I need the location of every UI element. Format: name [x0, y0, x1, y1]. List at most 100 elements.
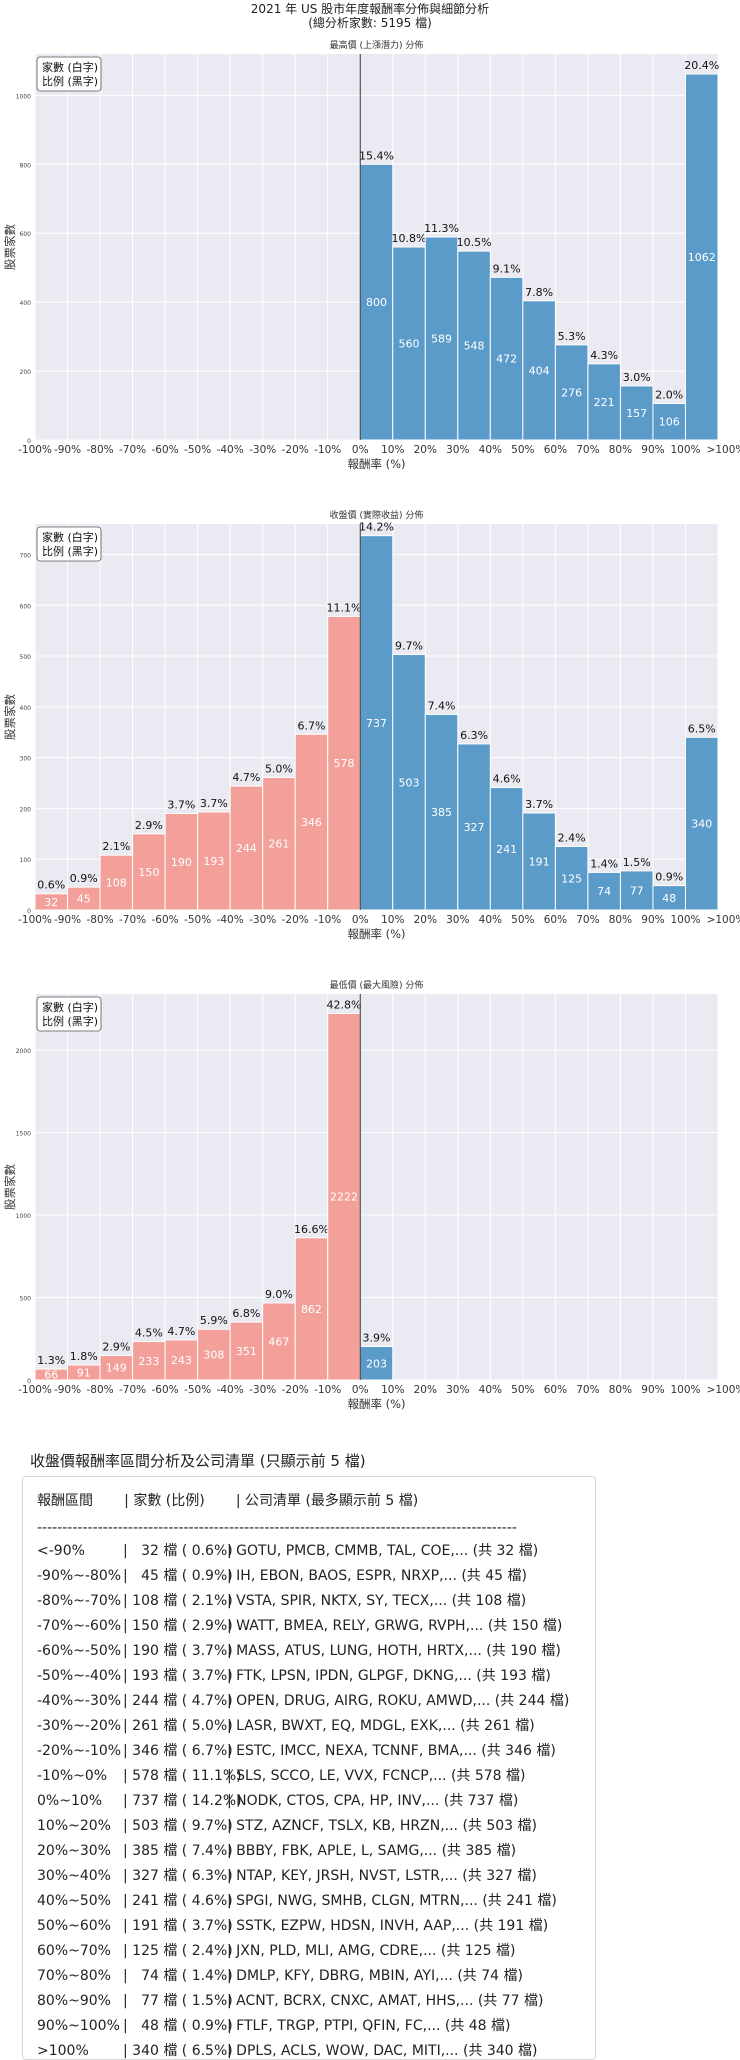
y-tick-label: 1000: [16, 1213, 31, 1220]
chart-title: 收盤價 (實際收益) 分佈: [330, 510, 424, 521]
bar-count-label: 149: [106, 1362, 127, 1375]
bar-count-label: 157: [626, 407, 647, 420]
table-cell-list: | ACNT, BCRX, CNXC, AMAT, HHS,... (共 77 …: [227, 1993, 544, 2009]
table-row: -20%~-10% | 346 檔 ( 6.7%)| ESTC, IMCC, NE…: [37, 1739, 569, 1764]
bar-count-label: 190: [171, 856, 192, 869]
x-tick-label: -50%: [184, 444, 211, 456]
x-tick-label: >100%: [707, 444, 740, 456]
bar-percent-label: 4.5%: [135, 1327, 163, 1340]
bar: [619, 870, 654, 911]
bar-percent-label: 4.3%: [590, 349, 618, 362]
bar-percent-label: 0.9%: [70, 872, 98, 885]
y-axis-label: 股票家數: [3, 694, 17, 740]
x-tick-label: -40%: [217, 1384, 244, 1396]
bar-count-label: 233: [138, 1355, 159, 1368]
bar-count-label: 351: [236, 1345, 257, 1358]
table-cell-count: | 244 檔 ( 4.7%): [123, 1693, 233, 1709]
bar-count-label: 327: [464, 821, 485, 834]
bar: [99, 854, 134, 911]
x-tick-label: -100%: [18, 914, 52, 926]
table-cell-range: >100%: [37, 2043, 89, 2059]
y-tick-label: 600: [20, 231, 32, 238]
bar-percent-label: 1.8%: [70, 1350, 98, 1363]
bar-percent-label: 1.3%: [37, 1354, 65, 1367]
plot-area: [35, 994, 718, 1380]
bar: [424, 713, 459, 911]
bar-percent-label: 9.7%: [395, 640, 423, 653]
table-cell-list: | SSTK, EZPW, HDSN, INVH, AAP,... (共 191…: [227, 1918, 549, 1934]
bar-count-label: 221: [594, 396, 615, 409]
bar-percent-label: 3.0%: [623, 371, 651, 384]
x-tick-label: -40%: [217, 444, 244, 456]
y-tick-label: 500: [20, 1296, 32, 1303]
table-cell-count: | 327 檔 ( 6.3%): [123, 1868, 233, 1884]
bar-percent-label: 2.1%: [102, 840, 130, 853]
table-row: 20%~30% | 385 檔 ( 7.4%)| BBBY, FBK, APLE,…: [37, 1839, 569, 1864]
y-tick-label: 200: [20, 806, 32, 813]
table-row: 0%~10% | 737 檔 ( 14.2%)| NODK, CTOS, CPA,…: [37, 1789, 569, 1814]
x-tick-label: -90%: [54, 1384, 81, 1396]
bar-count-label: 340: [691, 818, 712, 831]
table-row: 30%~40% | 327 檔 ( 6.3%)| NTAP, KEY, JRSH,…: [37, 1864, 569, 1889]
table-cell-count: | 108 檔 ( 2.1%): [123, 1593, 233, 1609]
bar-percent-label: 14.2%: [359, 521, 394, 534]
x-tick-label: -60%: [152, 914, 179, 926]
table-body: <-90% | 32 檔 ( 0.6%)| GOTU, PMCB, CMMB, T…: [37, 1539, 569, 2059]
y-tick-label: 0: [27, 438, 31, 445]
bar-percent-label: 11.3%: [424, 222, 459, 235]
table-row: <-90% | 32 檔 ( 0.6%)| GOTU, PMCB, CMMB, T…: [37, 1539, 569, 1564]
x-tick-label: 90%: [641, 1384, 664, 1396]
table-cell-list: | DPLS, ACLS, WOW, DAC, MITI,... (共 340 …: [227, 2043, 538, 2059]
bar: [359, 163, 394, 441]
table-cell-list: | FTK, LPSN, IPDN, GLPGF, DKNG,... (共 19…: [227, 1668, 551, 1684]
x-tick-label: 90%: [641, 444, 664, 456]
table-cell-range: 40%~50%: [37, 1893, 111, 1909]
bar-percent-label: 1.4%: [590, 857, 618, 870]
table-cell-range: 20%~30%: [37, 1843, 111, 1859]
y-tick-label: 300: [20, 756, 32, 763]
x-tick-label: 40%: [479, 444, 502, 456]
bar-percent-label: 7.8%: [525, 286, 553, 299]
x-tick-label: 20%: [414, 444, 437, 456]
bar-count-label: 385: [431, 806, 452, 819]
x-tick-label: -70%: [119, 444, 146, 456]
figure-title: 2021 年 US 股市年度報酬率分佈與細節分析 (總分析家數: 5195 檔): [0, 2, 740, 30]
table-cell-range: -50%~-40%: [37, 1668, 122, 1684]
x-tick-label: 10%: [381, 914, 404, 926]
table-row: -40%~-30% | 244 檔 ( 4.7%)| OPEN, DRUG, AI…: [37, 1689, 569, 1714]
bar: [554, 846, 589, 911]
x-tick-label: 30%: [446, 914, 469, 926]
table-cell-list: | VSTA, SPIR, NKTX, SY, TECX,... (共 108 …: [227, 1593, 527, 1609]
bar-count-label: 548: [464, 340, 485, 353]
bar-count-label: 32: [44, 896, 58, 909]
bar-percent-label: 2.9%: [102, 1340, 130, 1353]
chart-close-price: 收盤價 (實際收益) 分佈 32 0.6% 45 0.9% 108 2.1% 150 2.9% 1…: [3, 510, 740, 941]
x-tick-label: 40%: [479, 1384, 502, 1396]
bar-count-label: 244: [236, 842, 257, 855]
y-tick-label: 100: [20, 857, 32, 864]
x-tick-label: -10%: [314, 1384, 341, 1396]
y-axis-label: 股票家數: [3, 224, 17, 270]
table-header: 報酬區間 | 家數 (比例) | 公司清單 (最多顯示前 5 檔): [37, 1493, 419, 1509]
x-tick-label: 10%: [381, 1384, 404, 1396]
figure-title-line1: 2021 年 US 股市年度報酬率分佈與細節分析: [250, 2, 490, 16]
table-row: 50%~60% | 191 檔 ( 3.7%)| SSTK, EZPW, HDSN…: [37, 1914, 569, 1939]
x-tick-label: -50%: [184, 914, 211, 926]
x-tick-label: 10%: [381, 444, 404, 456]
bar: [652, 402, 686, 441]
x-tick-label: 20%: [414, 1384, 437, 1396]
bar: [359, 1346, 394, 1381]
table-cell-count: | 385 檔 ( 7.4%): [123, 1843, 233, 1859]
x-tick-label: 80%: [609, 1384, 632, 1396]
bar: [294, 733, 329, 911]
table-cell-count: | 77 檔 ( 1.5%): [123, 1993, 233, 2009]
bar: [652, 885, 686, 911]
bar-percent-label: 16.6%: [294, 1223, 329, 1236]
x-tick-label: 0%: [352, 444, 369, 456]
y-tick-label: 600: [20, 603, 32, 610]
y-tick-label: 400: [20, 300, 32, 307]
legend-box: [36, 56, 102, 92]
table-cell-range: -20%~-10%: [37, 1743, 122, 1759]
table-cell-list: | FTLF, TRGP, PTPI, QFIN, FC,... (共 48 檔…: [227, 2018, 511, 2034]
bar: [327, 615, 361, 911]
